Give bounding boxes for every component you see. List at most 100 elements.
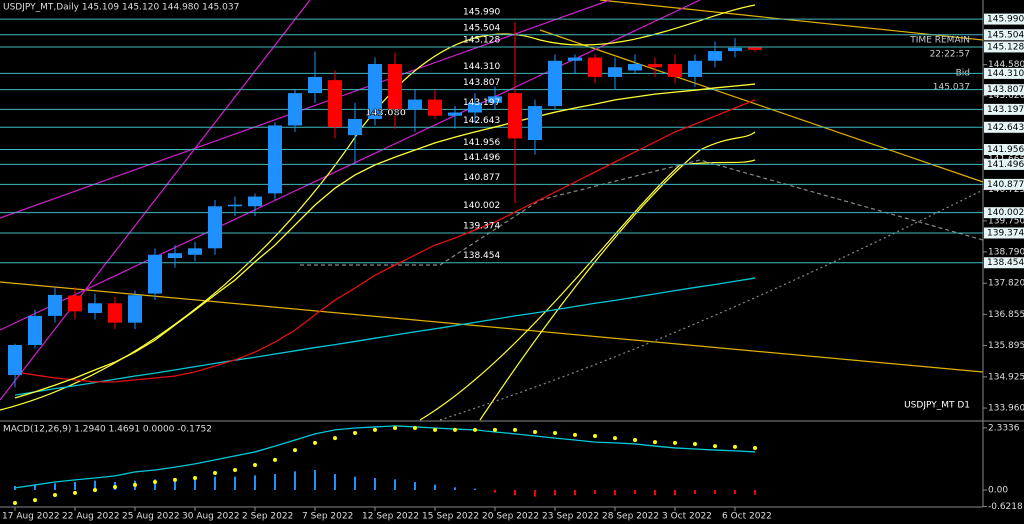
candle-body	[148, 254, 162, 294]
histogram-bar	[514, 489, 516, 496]
candle-body	[288, 93, 302, 126]
candle-body	[728, 47, 742, 52]
level-label: 142.643	[463, 116, 500, 126]
trend-line	[0, 281, 984, 373]
level-tag	[984, 144, 1024, 156]
signal-dot	[633, 437, 637, 442]
candle-body	[468, 102, 482, 113]
level-tag-label: 141.956	[987, 145, 1024, 155]
histogram-bar	[374, 478, 376, 490]
histogram-bar	[674, 489, 676, 496]
level-tag	[984, 84, 1024, 96]
candle-body	[668, 64, 682, 77]
moving-average	[14, 277, 756, 396]
candle-body	[748, 47, 762, 50]
histogram-bar	[334, 474, 336, 490]
level-tag	[984, 41, 1024, 53]
signal-dot	[253, 462, 257, 467]
candle-body	[508, 93, 522, 139]
channel-line	[0, 0, 701, 331]
level-tag-label: 141.496	[987, 160, 1024, 170]
watermark: USDJPY_MT D1	[904, 401, 970, 411]
time-remain-label: TIME REMAIN	[909, 36, 970, 46]
signal-dot	[173, 477, 177, 482]
candle-body	[88, 303, 102, 313]
signal-dot	[113, 485, 117, 490]
candle-body	[688, 60, 702, 77]
signal-dot	[713, 444, 717, 449]
candle-body	[368, 64, 382, 119]
signal-dot	[433, 427, 437, 432]
level-label: 143.197	[463, 98, 500, 108]
level-label: 145.990	[463, 8, 500, 18]
candle-body	[268, 125, 282, 194]
candle-body	[328, 80, 342, 128]
level-label: 143.807	[463, 78, 500, 88]
signal-dot	[313, 440, 317, 445]
level-tag-label: 144.310	[987, 69, 1024, 79]
signal-dot	[233, 468, 237, 473]
histogram-bar	[54, 483, 56, 490]
x-tick-label: 22 Aug 2022	[62, 512, 120, 522]
y-tick-label: 134.925	[988, 372, 1024, 382]
level-tag-label: 143.807	[987, 85, 1024, 95]
macd-line	[14, 425, 756, 489]
histogram-bar	[154, 479, 156, 490]
signal-dot	[473, 427, 477, 432]
y-tick-label: 138.790	[988, 247, 1024, 257]
candle-body	[188, 248, 202, 255]
signal-dot	[593, 433, 597, 438]
candle-body	[168, 253, 182, 259]
y-tick-label: 137.820	[988, 279, 1024, 289]
histogram-bar	[34, 484, 36, 490]
histogram-bar	[734, 489, 736, 494]
level-tag	[984, 158, 1024, 170]
signal-dot	[653, 440, 657, 445]
candle-body	[8, 344, 22, 376]
x-tick-label: 20 Sep 2022	[482, 512, 539, 522]
histogram-bar	[294, 471, 296, 490]
level-tag	[984, 207, 1024, 219]
y-tick-label: 133.960	[988, 404, 1024, 414]
candle-body	[388, 64, 402, 110]
signal-dot	[53, 493, 57, 498]
band-line	[419, 159, 756, 421]
signal-dot	[513, 427, 517, 432]
signal-dot	[333, 436, 337, 441]
histogram-bar	[474, 488, 476, 490]
band-line	[0, 4, 756, 411]
histogram-bar	[174, 479, 176, 490]
histogram-bar	[214, 476, 216, 490]
candle-body	[528, 106, 542, 140]
candle-body	[588, 57, 602, 77]
candle-body	[708, 51, 722, 61]
x-tick-label: 30 Aug 2022	[182, 512, 240, 522]
signal-dot	[493, 427, 497, 432]
histogram-bar	[494, 489, 496, 493]
x-tick-label: 17 Aug 2022	[2, 512, 60, 522]
signal-dot	[153, 479, 157, 484]
histogram-bar	[594, 489, 596, 494]
histogram-bar	[534, 489, 536, 497]
level-label: 145.128	[463, 35, 500, 45]
trend-line	[539, 29, 984, 183]
candle-body	[548, 60, 562, 107]
histogram-bar	[274, 474, 276, 490]
signal-dot	[213, 470, 217, 475]
y-tick-label: 139.750	[988, 216, 1024, 226]
x-tick-label: 25 Aug 2022	[122, 512, 180, 522]
candle-body	[308, 76, 322, 94]
histogram-bar	[694, 489, 696, 494]
candle-body	[128, 295, 142, 323]
signal-dot	[133, 482, 137, 487]
level-tag-label: 145.990	[987, 15, 1024, 25]
level-tag-label: 145.504	[987, 30, 1024, 40]
signal-dot	[413, 425, 417, 430]
candle-body	[428, 99, 442, 116]
signal-dot	[733, 444, 737, 449]
candle-body	[408, 99, 422, 110]
candle-body	[248, 196, 262, 207]
x-tick-label: 2 Sep 2022	[242, 512, 293, 522]
